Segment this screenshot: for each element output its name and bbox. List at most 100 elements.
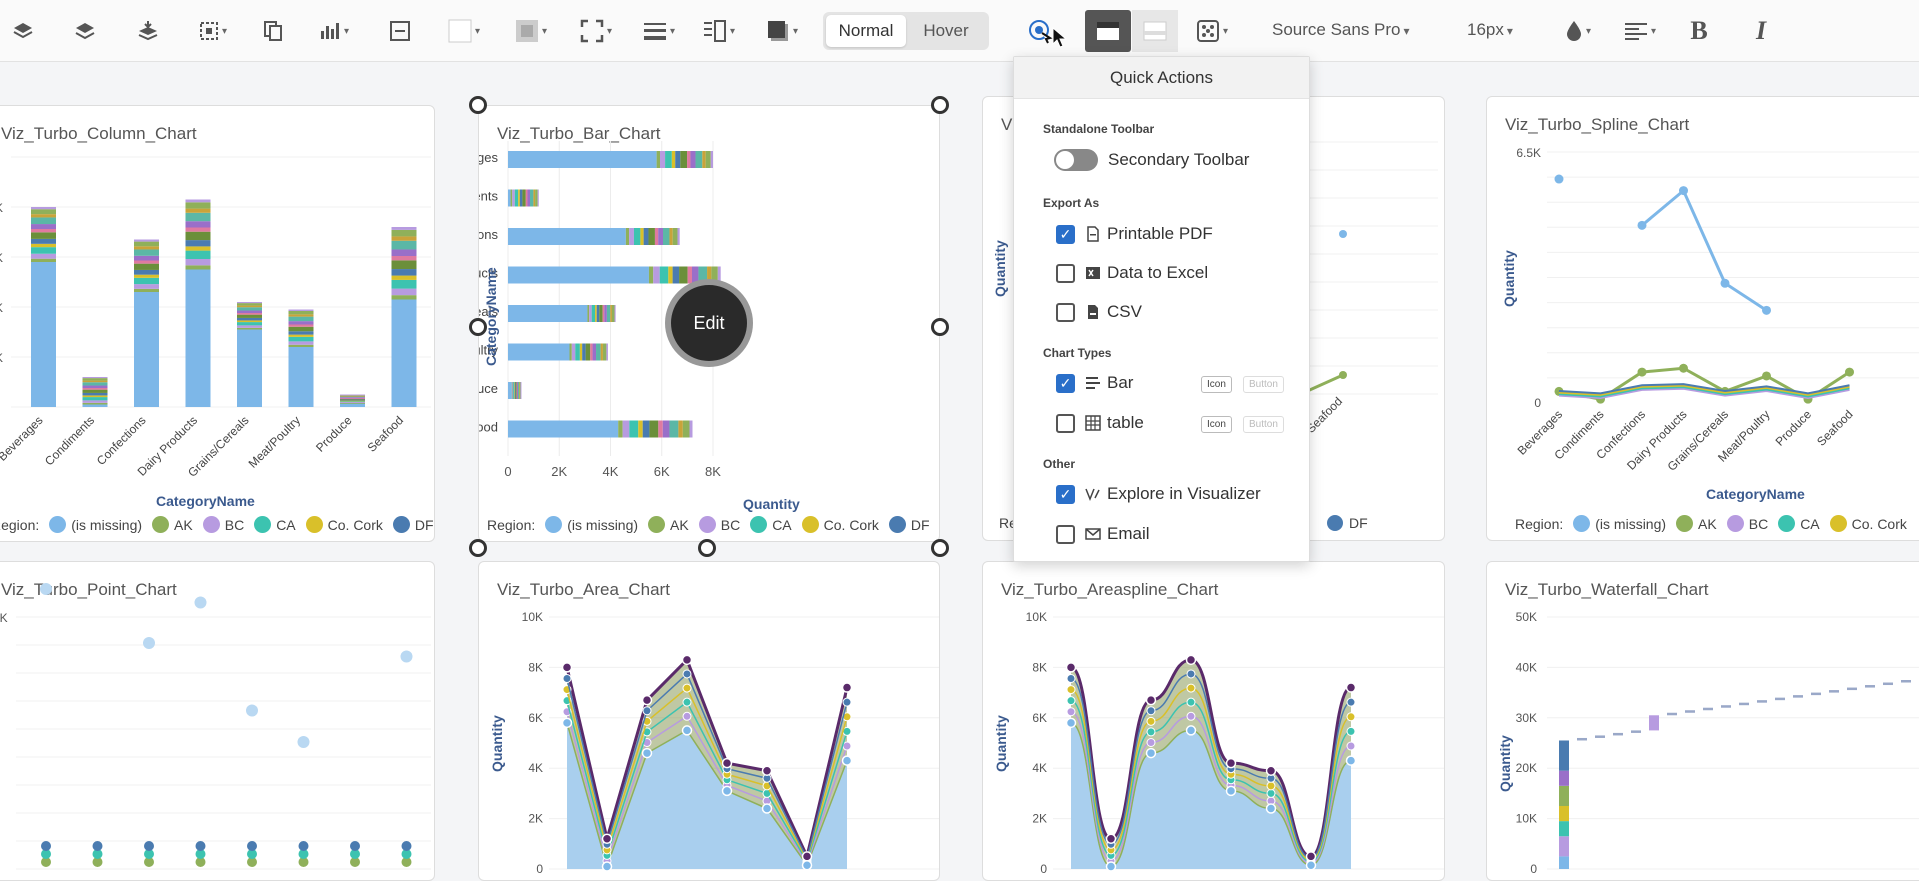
chart-type-bar-option[interactable]: ✓ Bar bbox=[1056, 373, 1133, 393]
stack-icon[interactable] bbox=[70, 14, 100, 48]
checkbox-checked[interactable]: ✓ bbox=[1056, 224, 1075, 244]
button-pill[interactable]: Button bbox=[1243, 416, 1284, 433]
droplet-icon[interactable]: ▾ bbox=[1558, 14, 1598, 48]
legend-item[interactable]: CA bbox=[276, 516, 296, 533]
data-point bbox=[1185, 654, 1197, 666]
mode-normal-button[interactable]: Normal bbox=[826, 15, 906, 47]
legend-item[interactable]: BC bbox=[720, 516, 741, 533]
legend-swatch bbox=[698, 516, 716, 533]
data-point bbox=[1186, 669, 1196, 679]
panel-style-2-icon[interactable] bbox=[1132, 10, 1178, 52]
align-left-icon[interactable]: ▾ bbox=[1618, 14, 1662, 48]
column-segment bbox=[185, 227, 211, 232]
resize-handle[interactable] bbox=[931, 539, 949, 557]
checkbox[interactable] bbox=[1056, 413, 1075, 433]
areaspline-chart-card[interactable]: Viz_Turbo_Areaspline_Chart 0 2K 4K 6K 8K 10K … bbox=[982, 561, 1445, 881]
legend-item[interactable]: Co. Cork bbox=[1851, 515, 1907, 532]
data-point bbox=[143, 637, 155, 649]
border-icon[interactable]: ▾ bbox=[510, 14, 552, 48]
column-segment bbox=[185, 265, 211, 270]
bar-segment bbox=[514, 382, 516, 399]
resize-handle[interactable] bbox=[698, 539, 716, 557]
font-family-select[interactable]: Source Sans Pro ▾ bbox=[1272, 20, 1410, 39]
checkbox[interactable] bbox=[1056, 302, 1075, 322]
legend-item[interactable]: (is missing) bbox=[1595, 515, 1667, 532]
legend-item[interactable]: DF bbox=[910, 516, 930, 533]
legend-item[interactable]: BC bbox=[224, 516, 245, 533]
layers-icon[interactable] bbox=[8, 14, 38, 48]
legend-item[interactable]: AK bbox=[670, 516, 689, 533]
mode-hover-button[interactable]: Hover bbox=[923, 21, 969, 40]
resize-handle[interactable] bbox=[469, 96, 487, 114]
legend-item[interactable]: Co. Cork bbox=[823, 516, 879, 533]
column-segment bbox=[237, 322, 262, 326]
export-csv-option[interactable]: CSV bbox=[1056, 302, 1142, 322]
legend-item[interactable]: AK bbox=[174, 516, 193, 533]
font-size-select[interactable]: 16px ▾ bbox=[1467, 20, 1513, 39]
bar-segment bbox=[680, 151, 688, 168]
column-segment bbox=[340, 398, 365, 399]
resize-handle[interactable] bbox=[931, 318, 949, 336]
legend-item[interactable]: CA bbox=[772, 516, 792, 533]
legend-item[interactable]: CA bbox=[1800, 515, 1820, 532]
export-pdf-option[interactable]: ✓ Printable PDF bbox=[1056, 224, 1213, 244]
pattern-icon[interactable]: ▾ bbox=[1190, 14, 1234, 48]
shadow-icon[interactable]: ▾ bbox=[760, 14, 804, 48]
chart-type-table-option[interactable]: table bbox=[1056, 413, 1144, 433]
column-base bbox=[340, 403, 365, 407]
legend-item[interactable]: Co. Cork bbox=[327, 516, 383, 533]
spline-chart-card[interactable]: Viz_Turbo_Spline_Chart 6.5K 0 Beverages Con… bbox=[1486, 96, 1919, 541]
bar-segment bbox=[537, 189, 539, 207]
email-option[interactable]: Email bbox=[1056, 524, 1150, 544]
panel-style-1-icon[interactable] bbox=[1085, 10, 1131, 52]
dashed-frame-icon[interactable]: ▾ bbox=[575, 14, 617, 48]
resize-handle[interactable] bbox=[469, 318, 487, 336]
bar-chart-icon[interactable]: ▾ bbox=[313, 14, 355, 48]
checkbox[interactable] bbox=[1056, 263, 1075, 283]
export-excel-option[interactable]: Data to Excel bbox=[1056, 263, 1208, 283]
explore-visualizer-option[interactable]: ✓ Explore in Visualizer bbox=[1056, 484, 1261, 504]
legend-item[interactable]: AK bbox=[1698, 515, 1717, 532]
secondary-toolbar-toggle[interactable]: Secondary Toolbar bbox=[1054, 149, 1249, 171]
download-layers-icon[interactable] bbox=[133, 14, 163, 48]
fill-color-icon[interactable]: ▾ bbox=[443, 14, 485, 48]
column-segment bbox=[134, 277, 159, 285]
area-chart-card[interactable]: Viz_Turbo_Area_Chart 0 2K 4K 6K 8K 10K Quanti… bbox=[478, 561, 940, 881]
checkbox-checked[interactable]: ✓ bbox=[1056, 373, 1075, 393]
copy-icon[interactable] bbox=[258, 14, 288, 48]
waterfall-chart-card[interactable]: Viz_Turbo_Waterfall_Chart 0 10K 20K 30K 40K 5… bbox=[1486, 561, 1919, 881]
button-pill[interactable]: Button bbox=[1243, 376, 1284, 393]
italic-button[interactable]: I bbox=[1755, 16, 1767, 45]
resize-handle[interactable] bbox=[469, 539, 487, 557]
edit-button[interactable]: Edit bbox=[665, 279, 753, 367]
minus-box-icon[interactable] bbox=[385, 14, 415, 48]
font-size-value: 16px bbox=[1467, 20, 1504, 39]
card-title: Viz_Turbo_Spline_Chart bbox=[1505, 115, 1690, 134]
legend-item[interactable]: (is missing) bbox=[567, 516, 639, 533]
waterfall-segment bbox=[1883, 682, 1893, 686]
column-segment bbox=[134, 241, 159, 247]
resize-handle[interactable] bbox=[931, 96, 949, 114]
legend-swatch bbox=[1778, 515, 1796, 532]
column-segment bbox=[31, 243, 56, 248]
checkbox-checked[interactable]: ✓ bbox=[1056, 484, 1075, 504]
column-layout-icon[interactable]: ▾ bbox=[698, 14, 740, 48]
checkbox[interactable] bbox=[1056, 524, 1075, 544]
toggle-switch[interactable] bbox=[1054, 149, 1098, 171]
data-point bbox=[1339, 371, 1347, 379]
point-chart-card[interactable]: Viz_Turbo_Point_Chart 5K bbox=[0, 561, 435, 881]
legend-item[interactable]: BC bbox=[1748, 515, 1769, 532]
column-chart-card[interactable]: Viz_Turbo_Column_Chart K K K K BeveragesCond… bbox=[0, 105, 435, 542]
legend-item[interactable]: DF bbox=[414, 516, 434, 533]
legend-item[interactable]: (is missing) bbox=[71, 516, 143, 533]
legend-prefix: Region: bbox=[487, 516, 536, 533]
line-weight-icon[interactable]: ▾ bbox=[638, 14, 680, 48]
quick-actions-icon[interactable] bbox=[1020, 14, 1060, 48]
series-line bbox=[1641, 188, 1768, 312]
icon-pill[interactable]: Icon bbox=[1201, 416, 1232, 433]
column-segment bbox=[31, 253, 56, 259]
select-icon[interactable]: ▾ bbox=[193, 14, 233, 48]
bold-button[interactable]: B bbox=[1690, 16, 1708, 45]
icon-pill[interactable]: Icon bbox=[1201, 376, 1232, 393]
column-chart-plot: KKKKBeveragesCondimentsConfectionsDairy … bbox=[0, 156, 431, 480]
